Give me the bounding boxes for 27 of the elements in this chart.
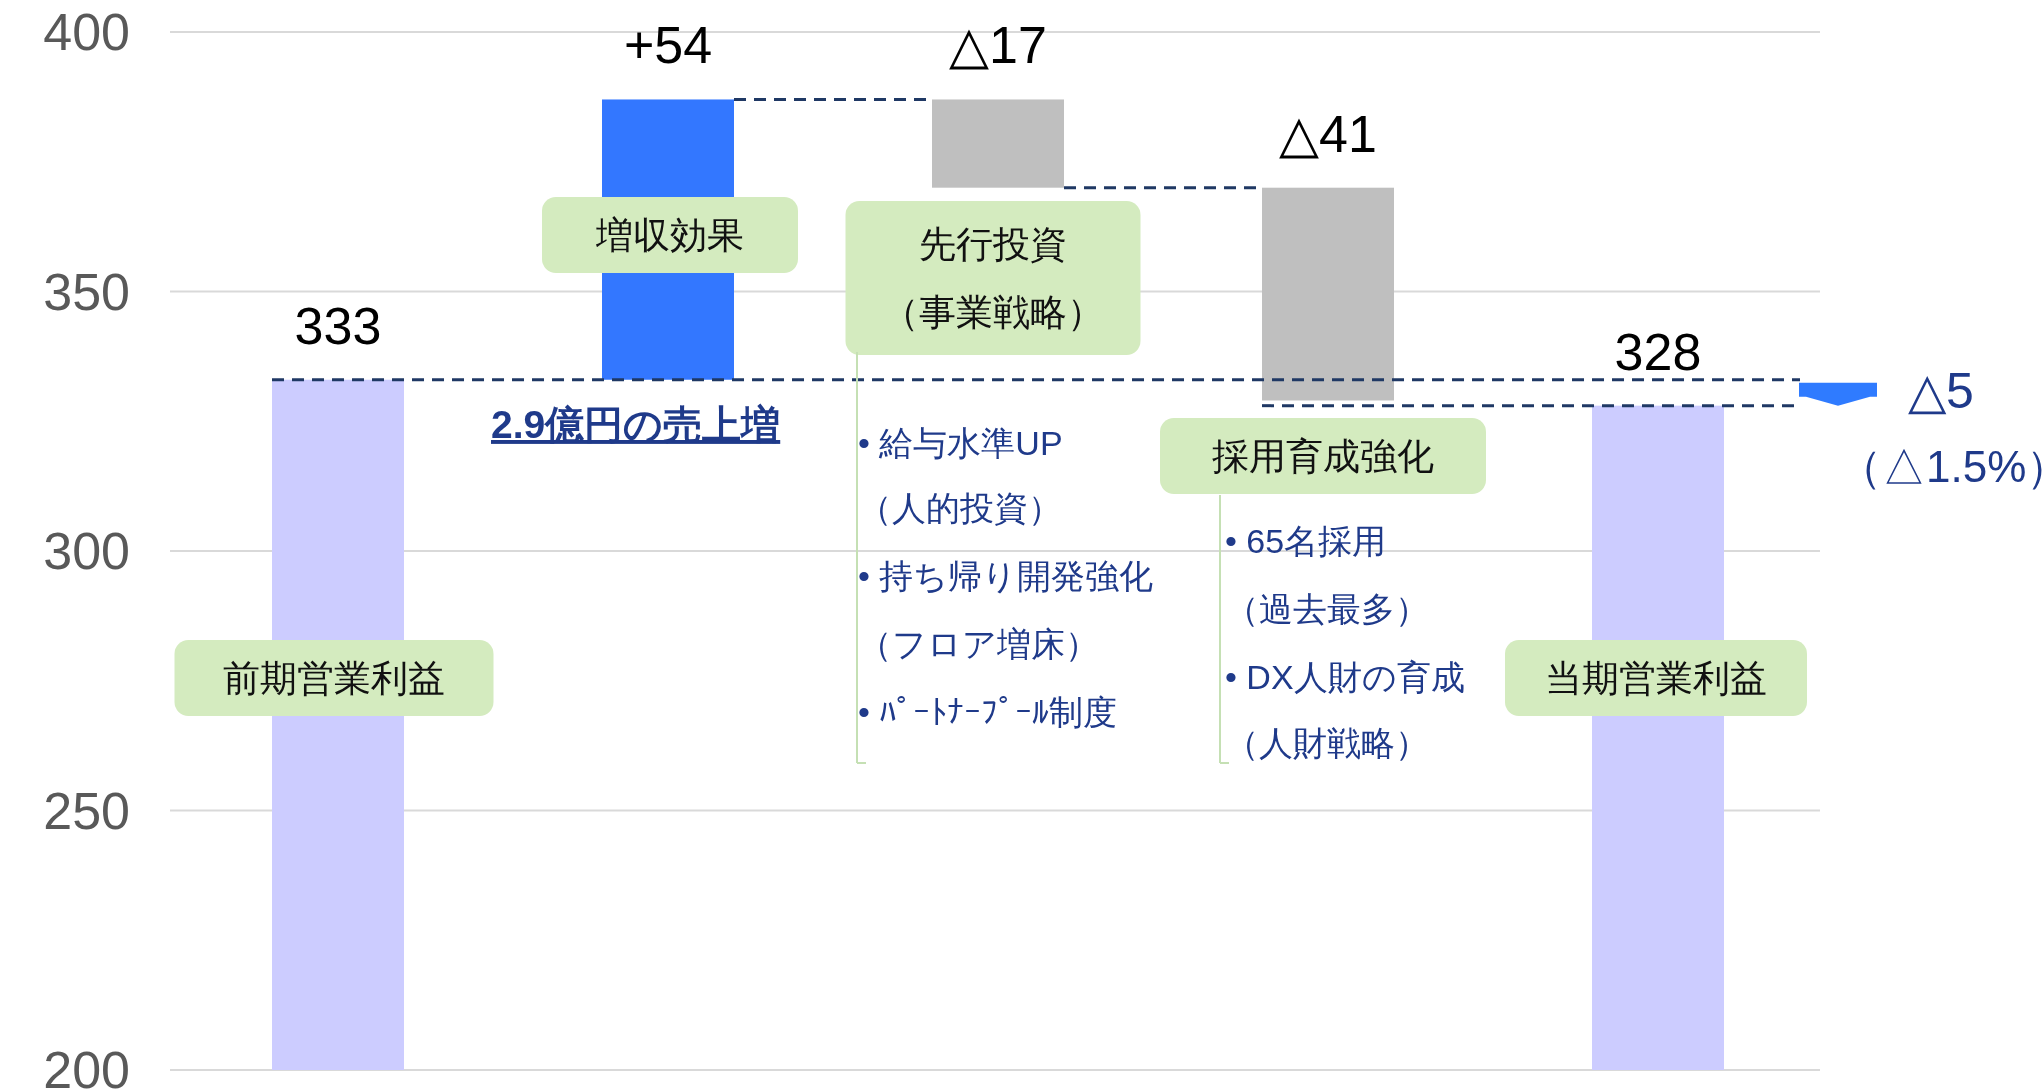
x-tick-label: 前期営業利益: [223, 658, 445, 699]
text: △5: [1908, 363, 1974, 419]
annotation: • DX人財の育成: [1225, 658, 1465, 696]
y-tick-label: 200: [43, 1041, 130, 1089]
annotation: （過去最多）: [1225, 590, 1429, 628]
data-label: 328: [1614, 322, 1702, 381]
text: （△1.5%）: [1838, 442, 2044, 491]
annotation: • ﾊﾟｰﾄﾅｰﾌﾟｰﾙ制度: [858, 693, 1118, 731]
annotation: （人財戦略）: [1225, 724, 1429, 762]
x-tick-label: 増収効果: [595, 215, 744, 256]
annotation: （人的投資）: [858, 489, 1062, 527]
x-tick-label: 当期営業利益: [1545, 658, 1767, 699]
data-label: △17: [949, 16, 1047, 75]
x-tick-label: 先行投資（事業戦略）: [882, 224, 1104, 333]
y-tick-label: 250: [43, 781, 130, 840]
x-tick-label: 採用育成強化: [1212, 436, 1434, 477]
y-tick-label: 300: [43, 522, 130, 580]
annotation: • 給与水準UP: [858, 424, 1063, 462]
annotation: （フロア増床）: [858, 625, 1099, 663]
y-tick-label: 400: [43, 3, 130, 61]
data-label: +54: [623, 16, 713, 75]
annotation: 2.9億円の売上増: [491, 403, 781, 446]
data-label: △41: [1279, 104, 1377, 163]
annotation: • 持ち帰り開発強化: [858, 557, 1154, 595]
annotation: • 65名採用: [1225, 522, 1387, 560]
y-tick-label: 350: [43, 262, 130, 321]
data-label: 333: [294, 296, 382, 355]
